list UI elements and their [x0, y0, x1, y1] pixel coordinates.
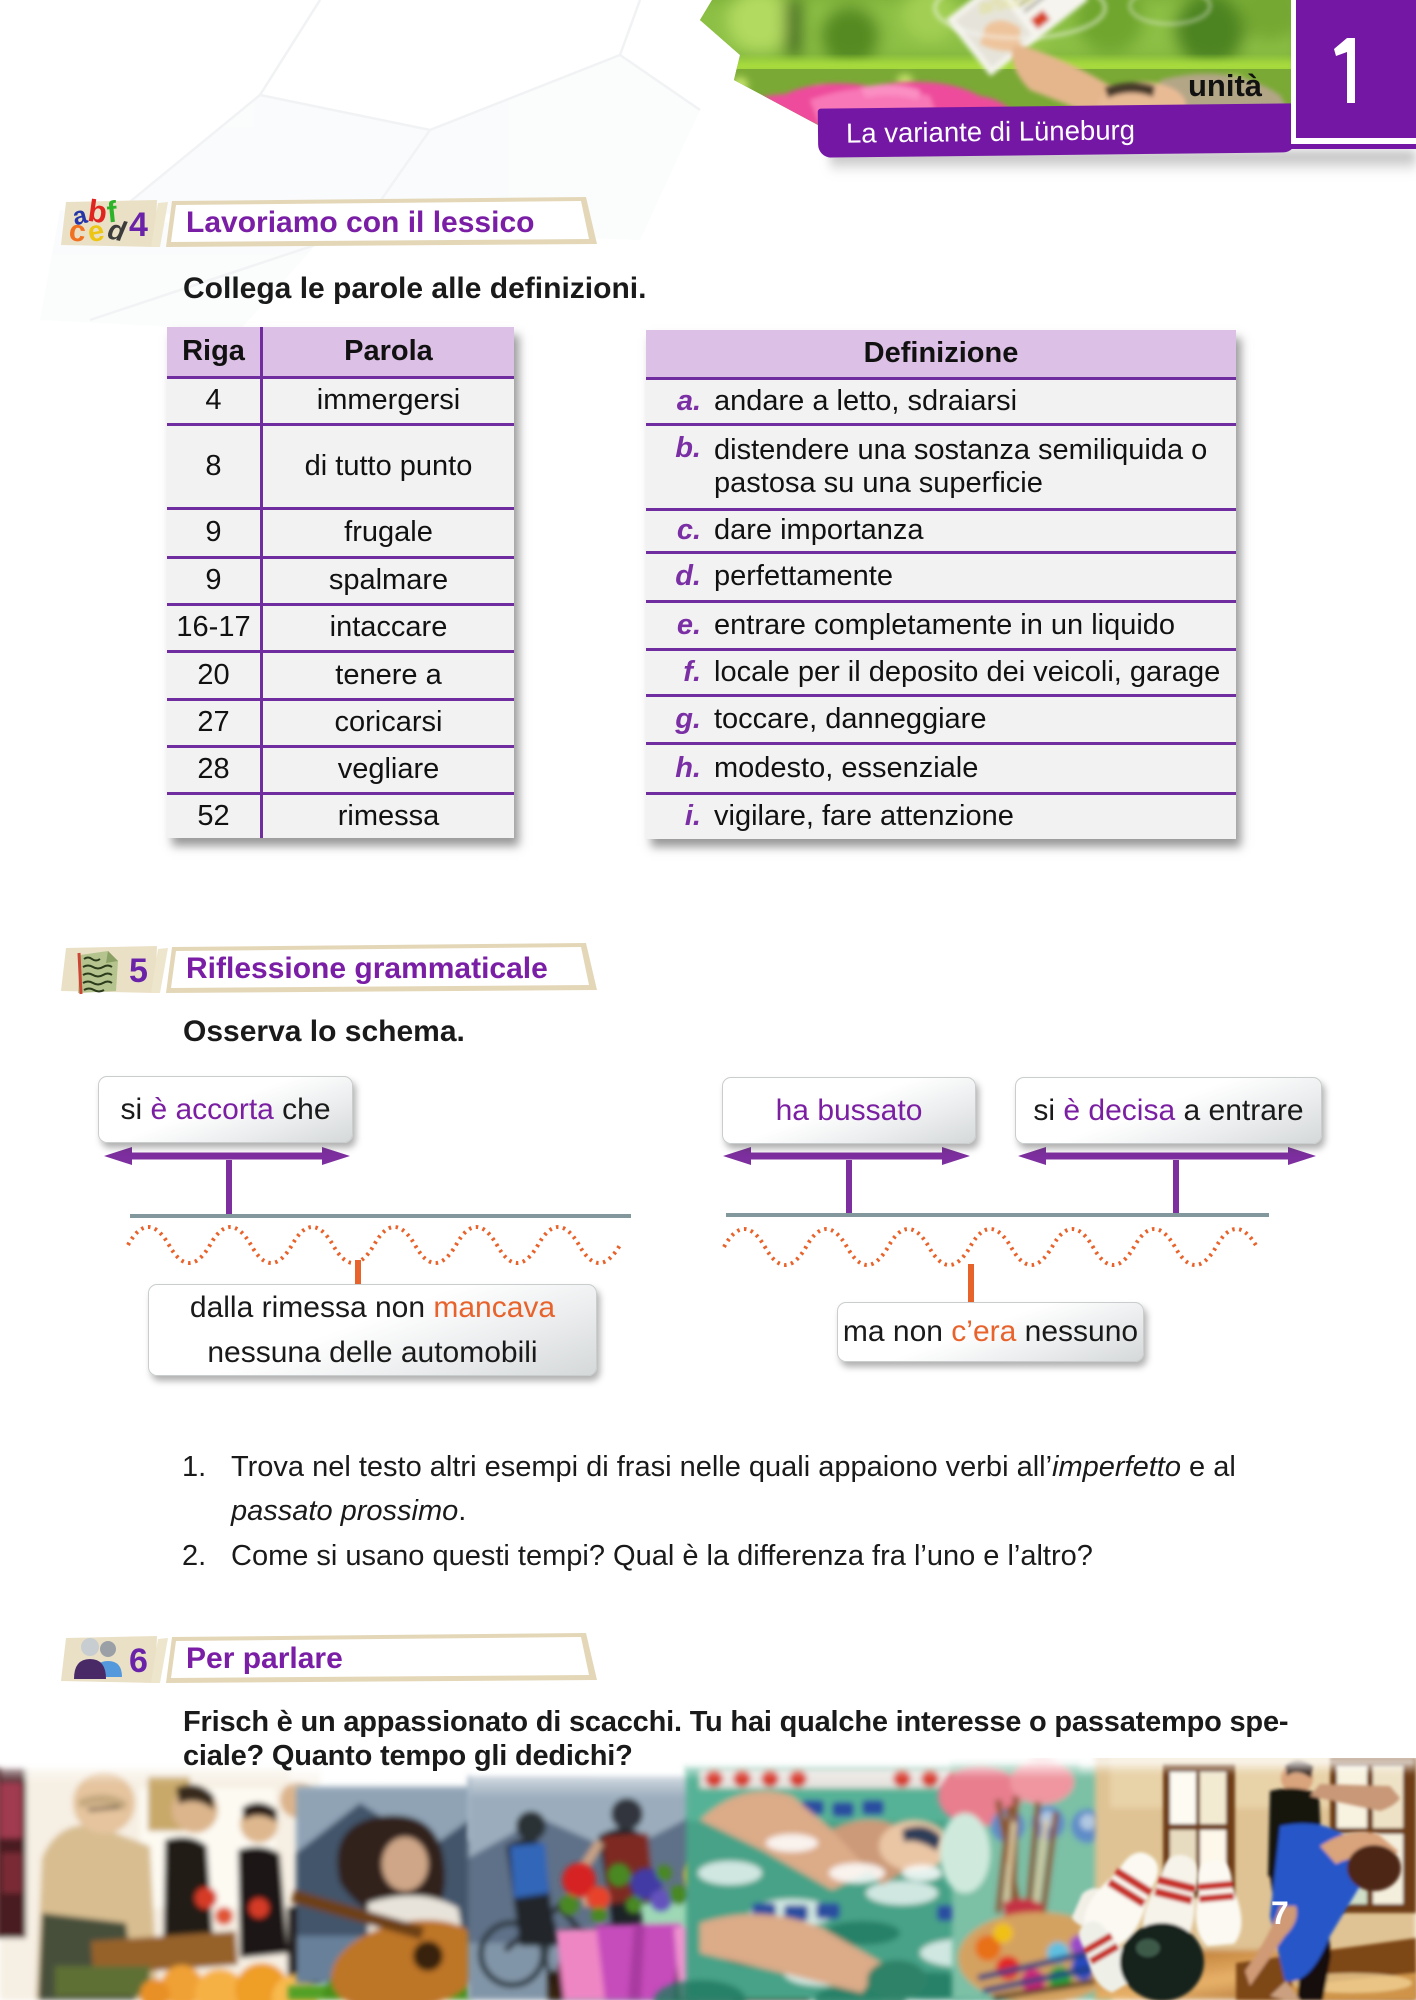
svg-text:7: 7	[1271, 1895, 1289, 1931]
